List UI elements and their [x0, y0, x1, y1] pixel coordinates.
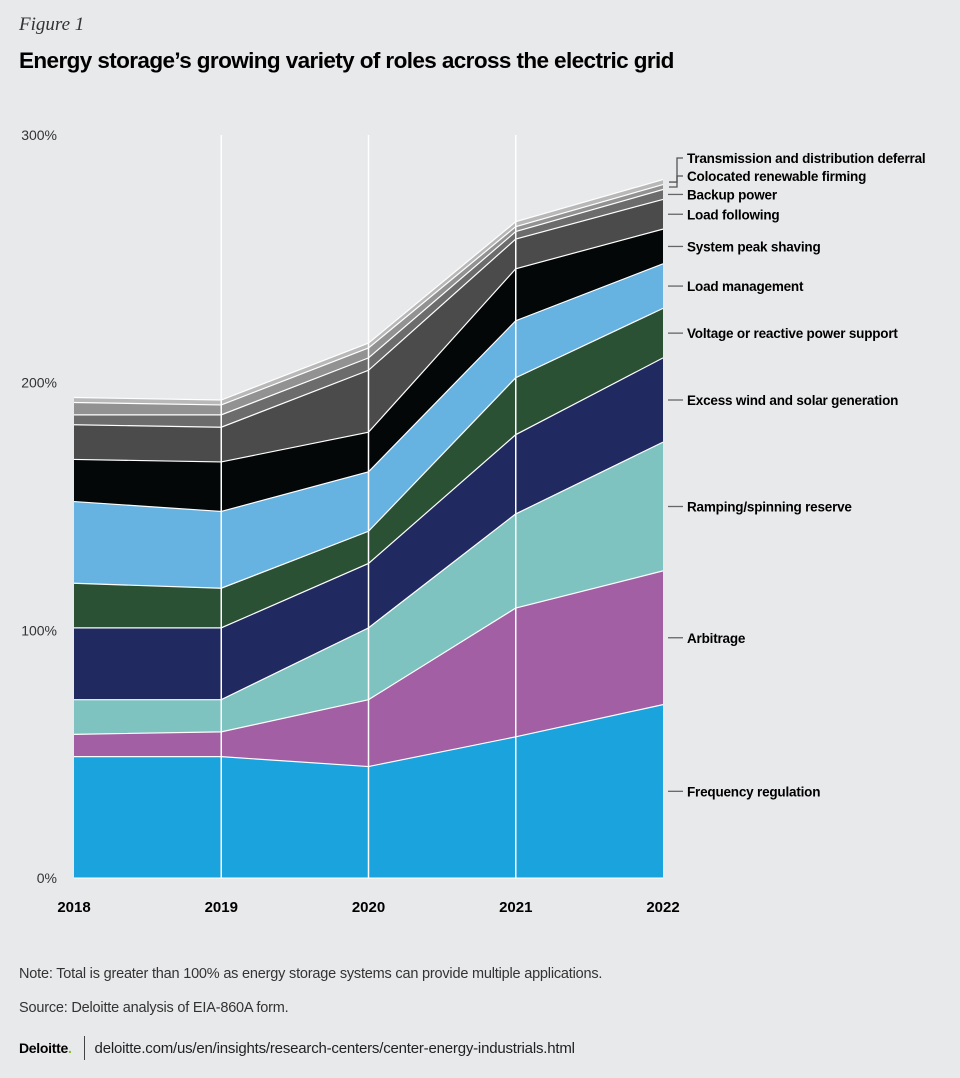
y-tick-label: 100%	[21, 622, 57, 638]
logo-dot: .	[67, 1040, 72, 1056]
footer-url-link[interactable]: deloitte.com/us/en/insights/research-cen…	[94, 1039, 575, 1057]
series-label-ramping-spinning-reserve: Ramping/spinning reserve	[668, 500, 853, 515]
x-tick-label: 2021	[499, 899, 532, 916]
x-tick-label: 2020	[352, 899, 385, 916]
series-label-excess-wind-and-solar-generation: Excess wind and solar generation	[668, 393, 898, 408]
x-tick-label: 2018	[57, 899, 90, 916]
logo-text: Deloitte	[19, 1040, 68, 1056]
y-tick-label: 300%	[21, 127, 57, 143]
chart-title: Energy storage’s growing variety of role…	[19, 48, 674, 73]
series-label-backup-power: Backup power	[668, 187, 778, 202]
series-label-text: Backup power	[687, 187, 778, 202]
series-label-text: Voltage or reactive power support	[687, 326, 898, 341]
series-label-system-peak-shaving: System peak shaving	[668, 239, 821, 254]
chart-source: Source: Deloitte analysis of EIA-860A fo…	[19, 1000, 289, 1016]
series-label-text: Load following	[687, 207, 779, 222]
series-label-frequency-regulation: Frequency regulation	[668, 784, 820, 799]
footer-divider	[83, 1036, 85, 1060]
series-label-text: Excess wind and solar generation	[687, 393, 898, 408]
series-label-transmission-and-distribution-deferral: Transmission and distribution deferral	[669, 151, 926, 183]
series-label-colocated-renewable-firming: Colocated renewable firming	[669, 169, 866, 188]
series-label-text: Transmission and distribution deferral	[687, 151, 925, 166]
series-label-text: System peak shaving	[687, 239, 821, 254]
series-label-text: Colocated renewable firming	[687, 169, 866, 184]
deloitte-logo: Deloitte.	[19, 1040, 72, 1056]
figure-label: Figure 1	[19, 14, 85, 35]
y-axis-ticks: 0% 100% 200% 300%	[21, 127, 57, 886]
series-label-load-management: Load management	[668, 279, 804, 294]
y-tick-label: 200%	[21, 375, 57, 391]
series-label-text: Load management	[687, 279, 804, 294]
chart-note: Note: Total is greater than 100% as ener…	[19, 966, 603, 982]
x-tick-label: 2019	[205, 899, 238, 916]
series-label-load-following: Load following	[668, 207, 780, 222]
series-label-text: Frequency regulation	[687, 784, 820, 799]
series-label-text: Arbitrage	[687, 631, 746, 646]
label-connector	[669, 157, 683, 183]
x-axis-ticks: 2018 2019 2020 2021 2022	[57, 899, 679, 916]
series-label-arbitrage: Arbitrage	[668, 631, 746, 646]
series-label-text: Ramping/spinning reserve	[687, 500, 852, 515]
year-divider-lines	[74, 135, 663, 879]
area-backup-power	[74, 189, 663, 428]
y-tick-label: 0%	[37, 870, 57, 886]
x-tick-label: 2022	[646, 899, 679, 916]
footer: Deloitte. deloitte.com/us/en/insights/re…	[19, 1036, 575, 1060]
series-label-voltage-or-reactive-power-support: Voltage or reactive power support	[668, 326, 899, 341]
stacked-area-chart: 0% 100% 200% 300% 2018 2019 2020 2021 2022 Freq…	[21, 127, 926, 916]
series-labels: Frequency regulation Arbitrage Ramping/spi…	[668, 151, 926, 799]
